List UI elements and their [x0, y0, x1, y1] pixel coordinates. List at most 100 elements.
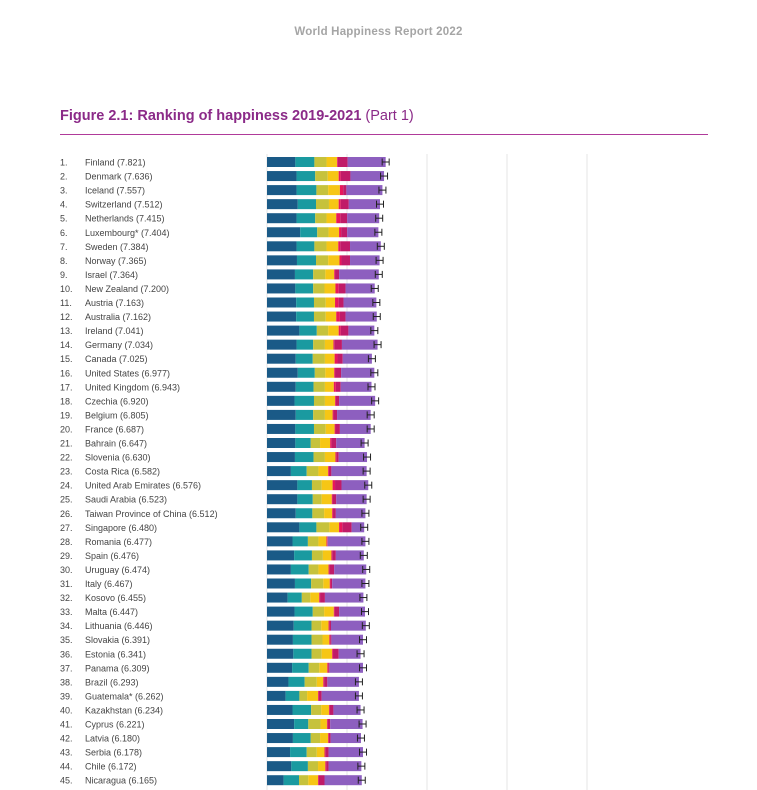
bar-segment	[283, 775, 299, 786]
country-label: Spain (6.476)	[85, 551, 139, 561]
country-label: Panama (6.309)	[85, 663, 150, 673]
bar-segment	[267, 747, 291, 758]
bar-segment	[335, 395, 336, 406]
bar-segment	[324, 606, 334, 617]
bar-segment	[324, 395, 336, 406]
rank-label: 18.	[60, 396, 73, 406]
bar-segment	[306, 747, 317, 758]
bar-segment	[345, 283, 375, 294]
bar-segment	[326, 536, 328, 547]
bar-segment	[339, 606, 366, 617]
bar-segment	[350, 241, 381, 252]
country-label: Singapore (6.480)	[85, 523, 157, 533]
bar-segment	[318, 536, 327, 547]
bar-segment	[292, 733, 311, 744]
bar-segment	[292, 634, 312, 645]
bar-segment	[267, 606, 295, 617]
rank-label: 24.	[60, 481, 73, 491]
bar-segment	[329, 564, 335, 575]
bar-segment	[267, 367, 298, 378]
bar-segment	[293, 620, 312, 631]
bar-segment	[295, 409, 314, 420]
bar-segment	[329, 662, 363, 673]
error-bar	[370, 327, 379, 335]
bar-segment	[307, 761, 319, 772]
rank-label: 44.	[60, 762, 73, 772]
bar-segment	[300, 227, 318, 238]
bar-segment	[333, 704, 361, 715]
bar-segment	[316, 676, 324, 687]
bar-segment	[336, 494, 367, 505]
bar-segment	[324, 747, 326, 758]
error-bar	[370, 284, 379, 292]
bar-segment	[331, 550, 333, 561]
bar-segment	[310, 592, 320, 603]
country-label: Malta (6.447)	[85, 607, 138, 617]
bar-segment	[323, 578, 330, 589]
country-label: Italy (6.467)	[85, 579, 133, 589]
rank-label: 38.	[60, 677, 73, 687]
bar-segment	[267, 353, 296, 364]
bar-segment	[328, 227, 340, 238]
bar-segment	[324, 508, 333, 519]
error-bar	[366, 411, 375, 419]
bar-segment	[321, 704, 329, 715]
rank-label: 36.	[60, 649, 73, 659]
error-bar	[380, 172, 389, 180]
bar-segment	[322, 634, 330, 645]
rank-label: 14.	[60, 340, 73, 350]
bar-segment	[335, 395, 340, 406]
country-label: Brazil (6.293)	[85, 677, 139, 687]
bar-segment	[311, 648, 322, 659]
bar-segment	[307, 536, 319, 547]
bar-segment	[312, 494, 322, 505]
bar-segment	[327, 171, 339, 182]
bar-segment	[326, 241, 339, 252]
bar-segment	[335, 508, 366, 519]
bar-segment	[329, 634, 331, 645]
bar-segment	[297, 480, 312, 491]
country-label: Iceland (7.557)	[85, 186, 145, 196]
error-bar	[358, 748, 367, 756]
bar-segment	[340, 241, 351, 252]
bar-segment	[267, 564, 291, 575]
bar-segment	[316, 199, 329, 210]
bar-segment	[324, 339, 334, 350]
bar-segment	[346, 185, 383, 196]
country-label: United Arab Emirates (6.576)	[85, 481, 201, 491]
bar-segment	[340, 325, 349, 336]
bar-segment	[326, 157, 338, 167]
report-header: World Happiness Report 2022	[294, 26, 463, 38]
rank-label: 25.	[60, 495, 73, 505]
bar-segment	[267, 536, 293, 547]
error-bar	[372, 299, 381, 306]
bar-segment	[301, 592, 311, 603]
bar-segment	[329, 578, 331, 589]
error-bar	[357, 776, 366, 784]
bar-segment	[339, 395, 376, 406]
bar-segment	[295, 508, 313, 519]
rank-label: 23.	[60, 467, 73, 477]
error-bar	[361, 580, 370, 587]
bar-segment	[324, 452, 336, 463]
error-bar	[372, 313, 381, 321]
bar-segment	[267, 311, 297, 322]
bar-segment	[335, 550, 364, 561]
bar-segment	[267, 634, 293, 645]
bar-segment	[325, 423, 335, 434]
error-bar	[374, 228, 383, 236]
bar-segment	[341, 227, 348, 238]
country-label: Saudi Arabia (6.523)	[85, 495, 167, 505]
bar-segment	[341, 339, 378, 350]
bar-segment	[322, 550, 332, 561]
bar-segment	[297, 367, 315, 378]
bar-segment	[337, 157, 338, 167]
country-label: Germany (7.034)	[85, 340, 153, 350]
bar-segment	[335, 283, 339, 294]
bar-segment	[336, 438, 365, 448]
bar-segment	[294, 395, 314, 406]
country-label: Taiwan Province of China (6.512)	[85, 509, 218, 519]
bar-segment	[348, 325, 375, 336]
bar-segment	[291, 761, 308, 772]
bar-segment	[335, 480, 342, 491]
